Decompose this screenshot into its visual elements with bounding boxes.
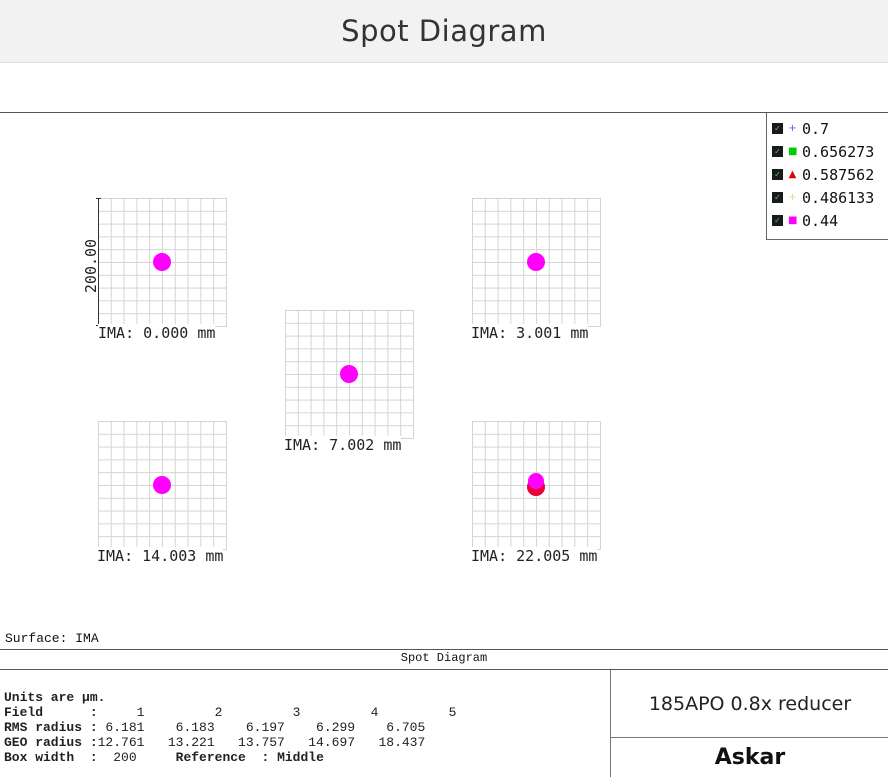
- page-title: Spot Diagram: [341, 14, 547, 48]
- product-panel: 185APO 0.8x reducer Askar: [610, 670, 888, 777]
- brand-logo: Askar: [714, 745, 786, 770]
- legend-label: 0.7: [802, 119, 830, 138]
- legend-marker-icon: ■: [788, 146, 798, 157]
- spot-box-field-1: [98, 198, 227, 327]
- legend-item[interactable]: ✓ ■ 0.44: [767, 209, 888, 232]
- spot-box-field-5: [472, 421, 601, 550]
- spot-box-field-4: [98, 421, 227, 550]
- box-width-label: Box width :: [4, 750, 98, 765]
- legend-marker-icon: ▲: [788, 169, 797, 180]
- spot-dot: [153, 253, 171, 271]
- spot-box-field-2: [472, 198, 601, 327]
- legend-marker-icon: +: [788, 123, 797, 134]
- box-width-value: 200: [97, 750, 137, 765]
- legend-item[interactable]: ✓ ▲ 0.587562: [767, 163, 888, 186]
- checkbox-icon[interactable]: ✓: [772, 146, 783, 157]
- spot-diagram-plot: [0, 112, 888, 650]
- spot-dot: [528, 473, 544, 489]
- geo-radius-values: 12.761 13.221 13.757 14.697 18.437: [97, 735, 426, 750]
- spot-label-field-5: IMA: 22.005 mm: [471, 547, 598, 565]
- field-values: 1 2 3 4 5: [97, 705, 457, 720]
- spot-box-field-3: [285, 310, 414, 439]
- wavelength-legend: ✓ + 0.7 ✓ ■ 0.656273 ✓ ▲ 0.587562 ✓ + 0.…: [766, 113, 888, 240]
- spot-label-field-2: IMA: 3.001 mm: [471, 324, 589, 342]
- scale-tick: [96, 198, 101, 199]
- legend-label: 0.44: [802, 211, 839, 230]
- legend-label: 0.587562: [802, 165, 875, 184]
- spot-dot: [340, 365, 358, 383]
- checkbox-icon[interactable]: ✓: [772, 192, 783, 203]
- surface-label: Surface: IMA: [5, 631, 99, 646]
- footer-title: Spot Diagram: [0, 649, 888, 670]
- rms-radius-label: RMS radius :: [4, 720, 98, 735]
- reference-label: Reference : Middle: [136, 750, 324, 765]
- title-bar: Spot Diagram: [0, 0, 888, 63]
- spot-dot: [153, 476, 171, 494]
- checkbox-icon[interactable]: ✓: [772, 169, 783, 180]
- legend-item[interactable]: ✓ + 0.486133: [767, 186, 888, 209]
- checkbox-icon[interactable]: ✓: [772, 215, 783, 226]
- product-name: 185APO 0.8x reducer: [611, 670, 888, 738]
- legend-item[interactable]: ✓ + 0.7: [767, 117, 888, 140]
- legend-label: 0.656273: [802, 142, 875, 161]
- spot-dot: [527, 253, 545, 271]
- legend-item[interactable]: ✓ ■ 0.656273: [767, 140, 888, 163]
- scale-bar: [98, 198, 99, 326]
- legend-marker-icon: +: [788, 192, 797, 203]
- spot-label-field-1: IMA: 0.000 mm: [98, 324, 216, 342]
- legend-marker-icon: ■: [788, 215, 798, 226]
- checkbox-icon[interactable]: ✓: [772, 123, 783, 134]
- spot-label-field-3: IMA: 7.002 mm: [284, 436, 402, 454]
- scale-label: 200.00: [82, 238, 100, 294]
- spot-label-field-4: IMA: 14.003 mm: [97, 547, 224, 565]
- geo-radius-label: GEO radius :: [4, 735, 98, 750]
- rms-radius-values: 6.181 6.183 6.197 6.299 6.705: [97, 720, 426, 735]
- legend-label: 0.486133: [802, 188, 875, 207]
- field-label: Field :: [4, 705, 98, 720]
- units-label: Units are µm.: [4, 690, 106, 705]
- spot-statistics: Units are µm. Field : 1 2 3 4 5 RMS radi…: [4, 690, 456, 765]
